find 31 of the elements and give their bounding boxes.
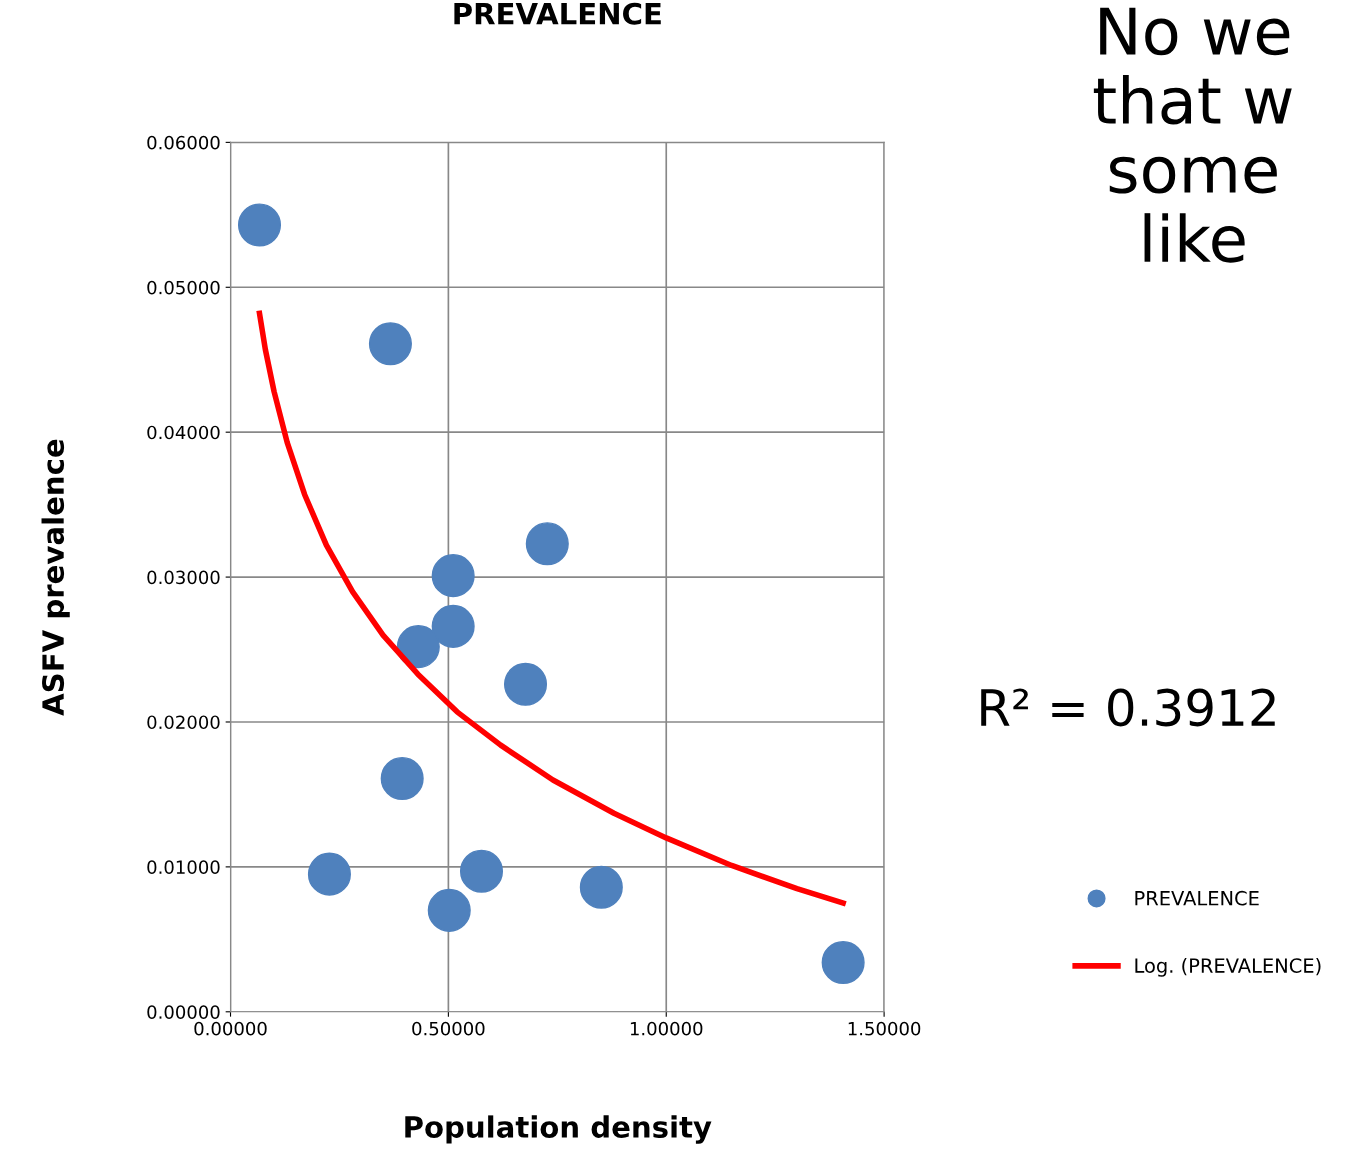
text: No we that w some like (1093, 7, 1292, 263)
point (503, 662, 548, 706)
point (427, 888, 471, 932)
chart-title: PREVALENCE (454, 2, 661, 25)
point (396, 625, 440, 669)
point (431, 554, 475, 598)
y-tick-label: 0.06000 (147, 135, 220, 150)
legend-label: PREVALENCE (1135, 890, 1259, 906)
point (459, 849, 504, 893)
y-tick-label: 0.03000 (147, 570, 220, 585)
point (579, 865, 623, 909)
text: R² = 0.3912 (981, 688, 1275, 727)
x-tick-label: 0.50000 (412, 1021, 485, 1036)
y-tick-label: 0.05000 (147, 280, 220, 295)
x-tick-label: 1.50000 (848, 1021, 921, 1036)
x-tick-label: 0.00000 (194, 1021, 267, 1036)
point (821, 940, 865, 985)
point (368, 322, 412, 366)
x-tick-label: 1.00000 (630, 1021, 703, 1036)
point (380, 756, 424, 801)
x-axis-title: Population density (405, 1115, 712, 1144)
point (431, 604, 475, 648)
y-axis-title: ASFV prevalence (41, 439, 70, 716)
y-tick-label: 0.01000 (147, 860, 220, 874)
point (307, 852, 351, 896)
point (525, 522, 569, 566)
legend-label: Log. (PREVALENCE) (1135, 957, 1321, 977)
y-tick-label: 0.02000 (147, 715, 220, 730)
y-tick-label: 0.04000 (147, 425, 220, 440)
point (237, 203, 282, 247)
y-tick-label: 0.00000 (147, 1005, 220, 1019)
